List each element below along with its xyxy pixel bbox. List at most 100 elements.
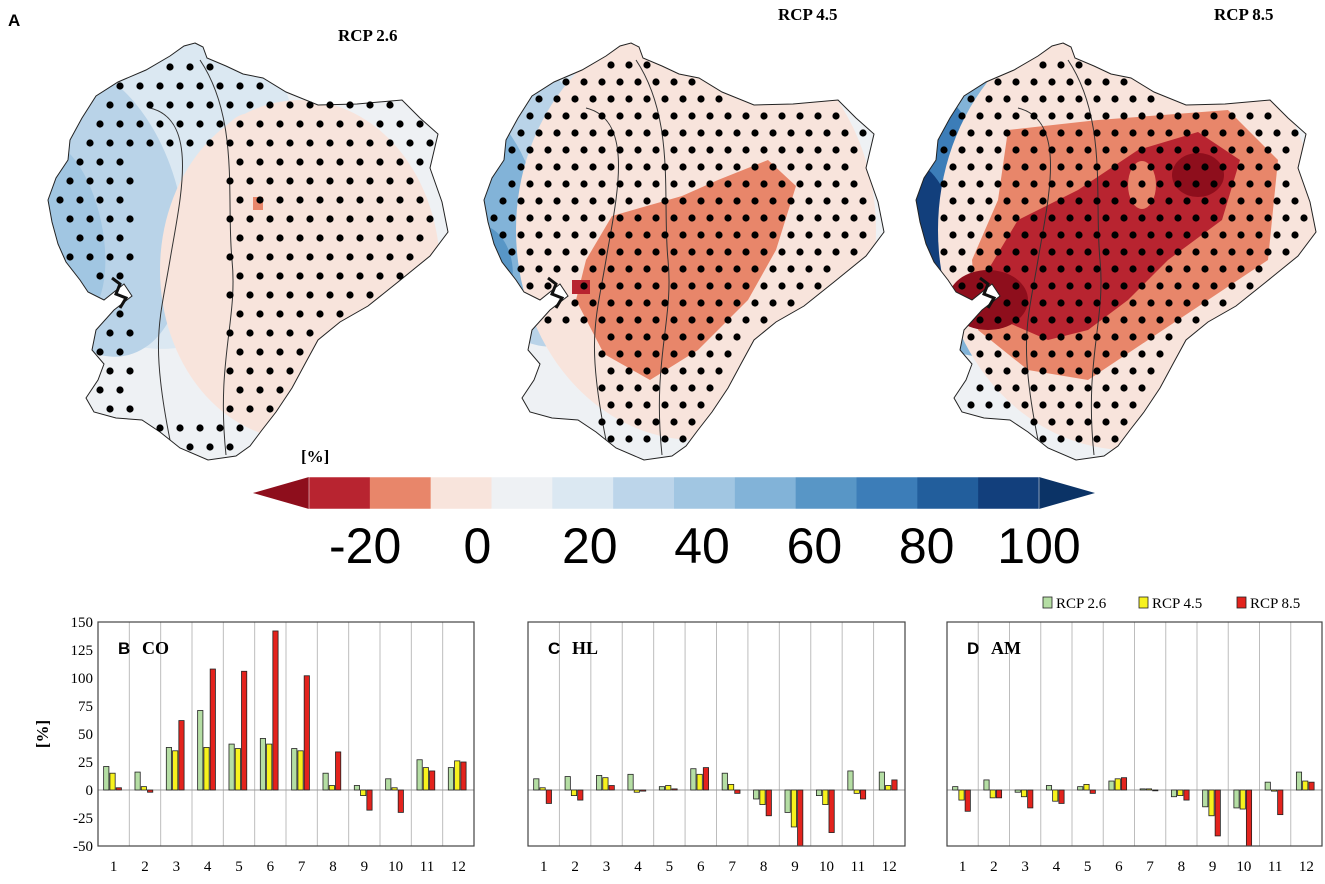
significance-dot <box>316 196 324 204</box>
significance-dot <box>976 146 984 154</box>
significance-dot <box>598 316 606 324</box>
significance-dot <box>616 350 624 358</box>
x-tick-label: 9 <box>361 859 369 875</box>
significance-dot <box>326 139 334 147</box>
panel-a-label: A <box>8 11 20 30</box>
panel-title: CO <box>142 638 169 658</box>
region-border <box>635 59 670 456</box>
bar-rcp26 <box>1202 789 1209 808</box>
significance-dot <box>1075 401 1083 409</box>
significance-dot <box>1201 231 1209 239</box>
significance-dot <box>1147 367 1155 375</box>
significance-dot <box>406 215 414 223</box>
significance-dot <box>967 265 975 273</box>
significance-dot <box>562 78 570 86</box>
significance-dot <box>751 231 759 239</box>
significance-dot <box>286 139 294 147</box>
significance-dot <box>742 282 750 290</box>
bar-rcp85 <box>1120 777 1128 791</box>
significance-dot <box>616 112 624 120</box>
x-tick-label: 7 <box>728 859 736 875</box>
significance-dot <box>643 367 651 375</box>
significance-dot <box>787 197 795 205</box>
significance-dot <box>724 180 732 188</box>
significance-dot <box>186 443 194 451</box>
x-tick-label: 9 <box>791 859 799 875</box>
significance-dot <box>940 146 948 154</box>
significance-dot <box>126 139 134 147</box>
significance-dot <box>535 163 543 171</box>
bar-rcp26 <box>753 789 760 800</box>
significance-dot <box>1039 299 1047 307</box>
significance-dot <box>106 405 114 413</box>
significance-dot <box>589 129 597 137</box>
significance-dot <box>296 120 304 128</box>
significance-dot <box>760 180 768 188</box>
significance-dot <box>246 215 254 223</box>
significance-dot <box>226 101 234 109</box>
significance-dot <box>580 214 588 222</box>
x-tick-label: 2 <box>990 859 998 875</box>
bar-rcp45 <box>297 750 304 791</box>
significance-dot <box>634 146 642 154</box>
significance-dot <box>176 424 184 432</box>
significance-dot <box>1165 163 1173 171</box>
significance-dot <box>126 177 134 185</box>
significance-dot <box>1030 248 1038 256</box>
significance-dot <box>326 291 334 299</box>
significance-dot <box>1201 163 1209 171</box>
significance-dot <box>985 367 993 375</box>
significance-dot <box>994 146 1002 154</box>
significance-dot <box>126 405 134 413</box>
significance-dot <box>1057 95 1065 103</box>
y-tick-label: -50 <box>73 839 93 855</box>
bar-rcp85 <box>734 789 741 794</box>
x-tick-label: 4 <box>1053 859 1061 875</box>
significance-dot <box>733 265 741 273</box>
significance-dots <box>56 63 434 451</box>
significance-dot <box>96 386 104 394</box>
significance-dot <box>607 231 615 239</box>
significance-dot <box>356 196 364 204</box>
colorbar-extend-min <box>253 477 309 509</box>
significance-dot <box>336 310 344 318</box>
significance-dot <box>562 180 570 188</box>
significance-dot <box>535 129 543 137</box>
significance-dot <box>326 215 334 223</box>
significance-dot <box>1111 129 1119 137</box>
significance-dot <box>396 158 404 166</box>
significance-dot <box>1102 214 1110 222</box>
significance-dot <box>598 418 606 426</box>
significance-dot <box>1021 333 1029 341</box>
significance-dot <box>670 78 678 86</box>
bar-rcp85 <box>178 720 185 791</box>
significance-dot <box>679 435 687 443</box>
significance-dot <box>967 129 975 137</box>
significance-dot <box>376 234 384 242</box>
significance-dot <box>526 282 534 290</box>
significance-dot <box>266 329 274 337</box>
significance-dot <box>1183 231 1191 239</box>
x-tick-label: 1 <box>540 859 548 875</box>
significance-dot <box>1237 265 1245 273</box>
significance-dot <box>967 163 975 171</box>
significance-dot <box>607 129 615 137</box>
significance-dot <box>86 177 94 185</box>
significance-dot <box>1030 282 1038 290</box>
significance-dot <box>841 129 849 137</box>
significance-dot <box>661 163 669 171</box>
significance-dot <box>967 95 975 103</box>
significance-dot <box>715 95 723 103</box>
significance-dot <box>1057 435 1065 443</box>
significance-dot <box>535 265 543 273</box>
significance-dot <box>386 177 394 185</box>
significance-dot <box>306 329 314 337</box>
significance-dot <box>1021 401 1029 409</box>
significance-dot <box>688 350 696 358</box>
significance-dot <box>634 248 642 256</box>
significance-dot <box>396 120 404 128</box>
significance-dot <box>1048 316 1056 324</box>
significance-dot <box>805 197 813 205</box>
significance-dot <box>1120 350 1128 358</box>
significance-dot <box>517 129 525 137</box>
